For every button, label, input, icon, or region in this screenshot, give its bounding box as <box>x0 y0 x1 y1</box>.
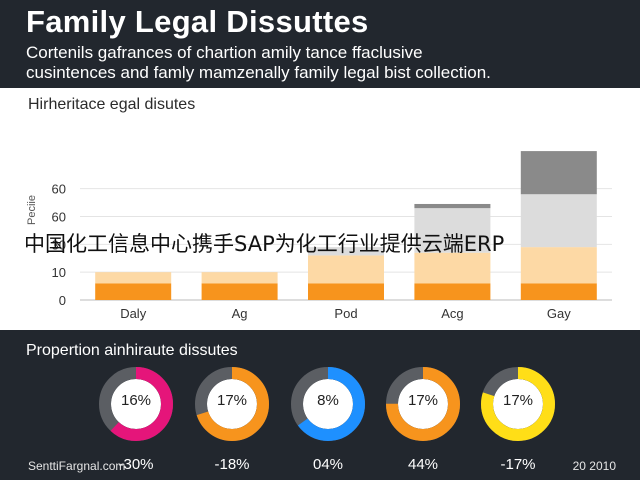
donut-change-label: 04% <box>312 456 344 473</box>
donut-value-label: 17% <box>216 392 248 409</box>
y-tick-label: 10 <box>52 265 66 280</box>
bar-segment <box>414 203 491 209</box>
donut-center <box>303 379 353 429</box>
subtitle-line-2: cusintences and famly mamzenally family … <box>26 63 491 82</box>
donut-change-label: -30% <box>118 456 154 473</box>
donut-slice <box>291 367 365 441</box>
bar-segment <box>520 194 597 248</box>
donut-value-label: 17% <box>407 392 439 409</box>
subtitle-line-1: Cortenils gafrances of chartion amily ta… <box>26 43 423 62</box>
donut-chart: 17% <box>480 366 556 442</box>
donut-center <box>493 379 543 429</box>
bar-segment <box>308 247 384 256</box>
header: Family Legal Dissuttes Cortenils gafranc… <box>0 0 640 88</box>
donut-center <box>398 379 448 429</box>
donut-value-label: 8% <box>317 392 339 409</box>
donut-chart: 17% <box>194 366 270 442</box>
y-tick-label: 0 <box>59 293 66 308</box>
y-tick-label: 30 <box>52 237 66 252</box>
donut-chart: 16% <box>98 366 174 442</box>
donut-ring <box>195 367 269 441</box>
y-tick-label: 60 <box>52 182 66 197</box>
donut-change-label: -17% <box>500 456 536 473</box>
donut-change-label: 44% <box>407 456 439 473</box>
donut-center <box>207 379 257 429</box>
bar-segment <box>95 272 172 284</box>
page-title: Family Legal Dissuttes <box>26 4 369 39</box>
x-tick-label: Gay <box>547 306 571 321</box>
donut-ring <box>386 367 460 441</box>
x-tick-label: Pod <box>334 306 357 321</box>
donut-center <box>111 379 161 429</box>
bar-segment <box>520 247 597 284</box>
bar-segment <box>520 283 597 300</box>
donut-section: Propertion ainhiraute dissutes 16% -30% 17… <box>0 330 640 480</box>
source-label: SenttiFargnal.com <box>28 459 126 473</box>
year-label: 20 2010 <box>572 459 616 473</box>
donut-ring <box>481 367 555 441</box>
bar-segment <box>520 151 597 195</box>
bar-segment <box>414 283 491 300</box>
subtitle: Cortenils gafrances of chartion amily ta… <box>26 43 626 83</box>
bar-segment <box>308 255 384 284</box>
bar-segment <box>95 283 172 300</box>
y-axis-label: Peciie <box>26 195 38 225</box>
bar-chart-panel: Hirheritace egal disutes 0 10 30 60 60 Peciie… <box>0 88 640 330</box>
bar-segment <box>201 272 278 284</box>
donut-ring <box>99 367 173 441</box>
donut-row: 16% -30% 17% -18% 8% 04% 17% 44% 17% -17% <box>98 366 558 473</box>
bar-segment <box>414 252 491 284</box>
x-tick-label: Daly <box>120 306 147 321</box>
overlay-caption: 中国化工信息中心携手SAP为化工行业提供云端ERP <box>24 232 505 256</box>
bar-segment <box>414 208 491 253</box>
bar-chart: 0 10 30 60 60 Peciie Daly Ag Pod Acg Gay <box>26 151 612 321</box>
donut-slice <box>386 367 460 441</box>
donut-ring <box>291 367 365 441</box>
donut-change-label: -18% <box>214 456 250 473</box>
donut-slice <box>195 367 269 441</box>
donut-value-label: 17% <box>502 392 534 409</box>
donut-chart: 17% <box>385 366 461 442</box>
donut-slice <box>481 367 555 441</box>
donut-section-title: Propertion ainhiraute dissutes <box>26 342 238 359</box>
x-tick-label: Acg <box>441 306 463 321</box>
donut-slice <box>99 367 173 441</box>
bar-chart-title: Hirheritace egal disutes <box>28 96 196 113</box>
y-tick-label: 60 <box>52 210 66 225</box>
x-tick-label: Ag <box>232 306 248 321</box>
donut-value-label: 16% <box>120 392 152 409</box>
donut-chart: 8% <box>290 366 366 442</box>
bar-segment <box>308 283 384 300</box>
bar-segment <box>201 283 278 300</box>
